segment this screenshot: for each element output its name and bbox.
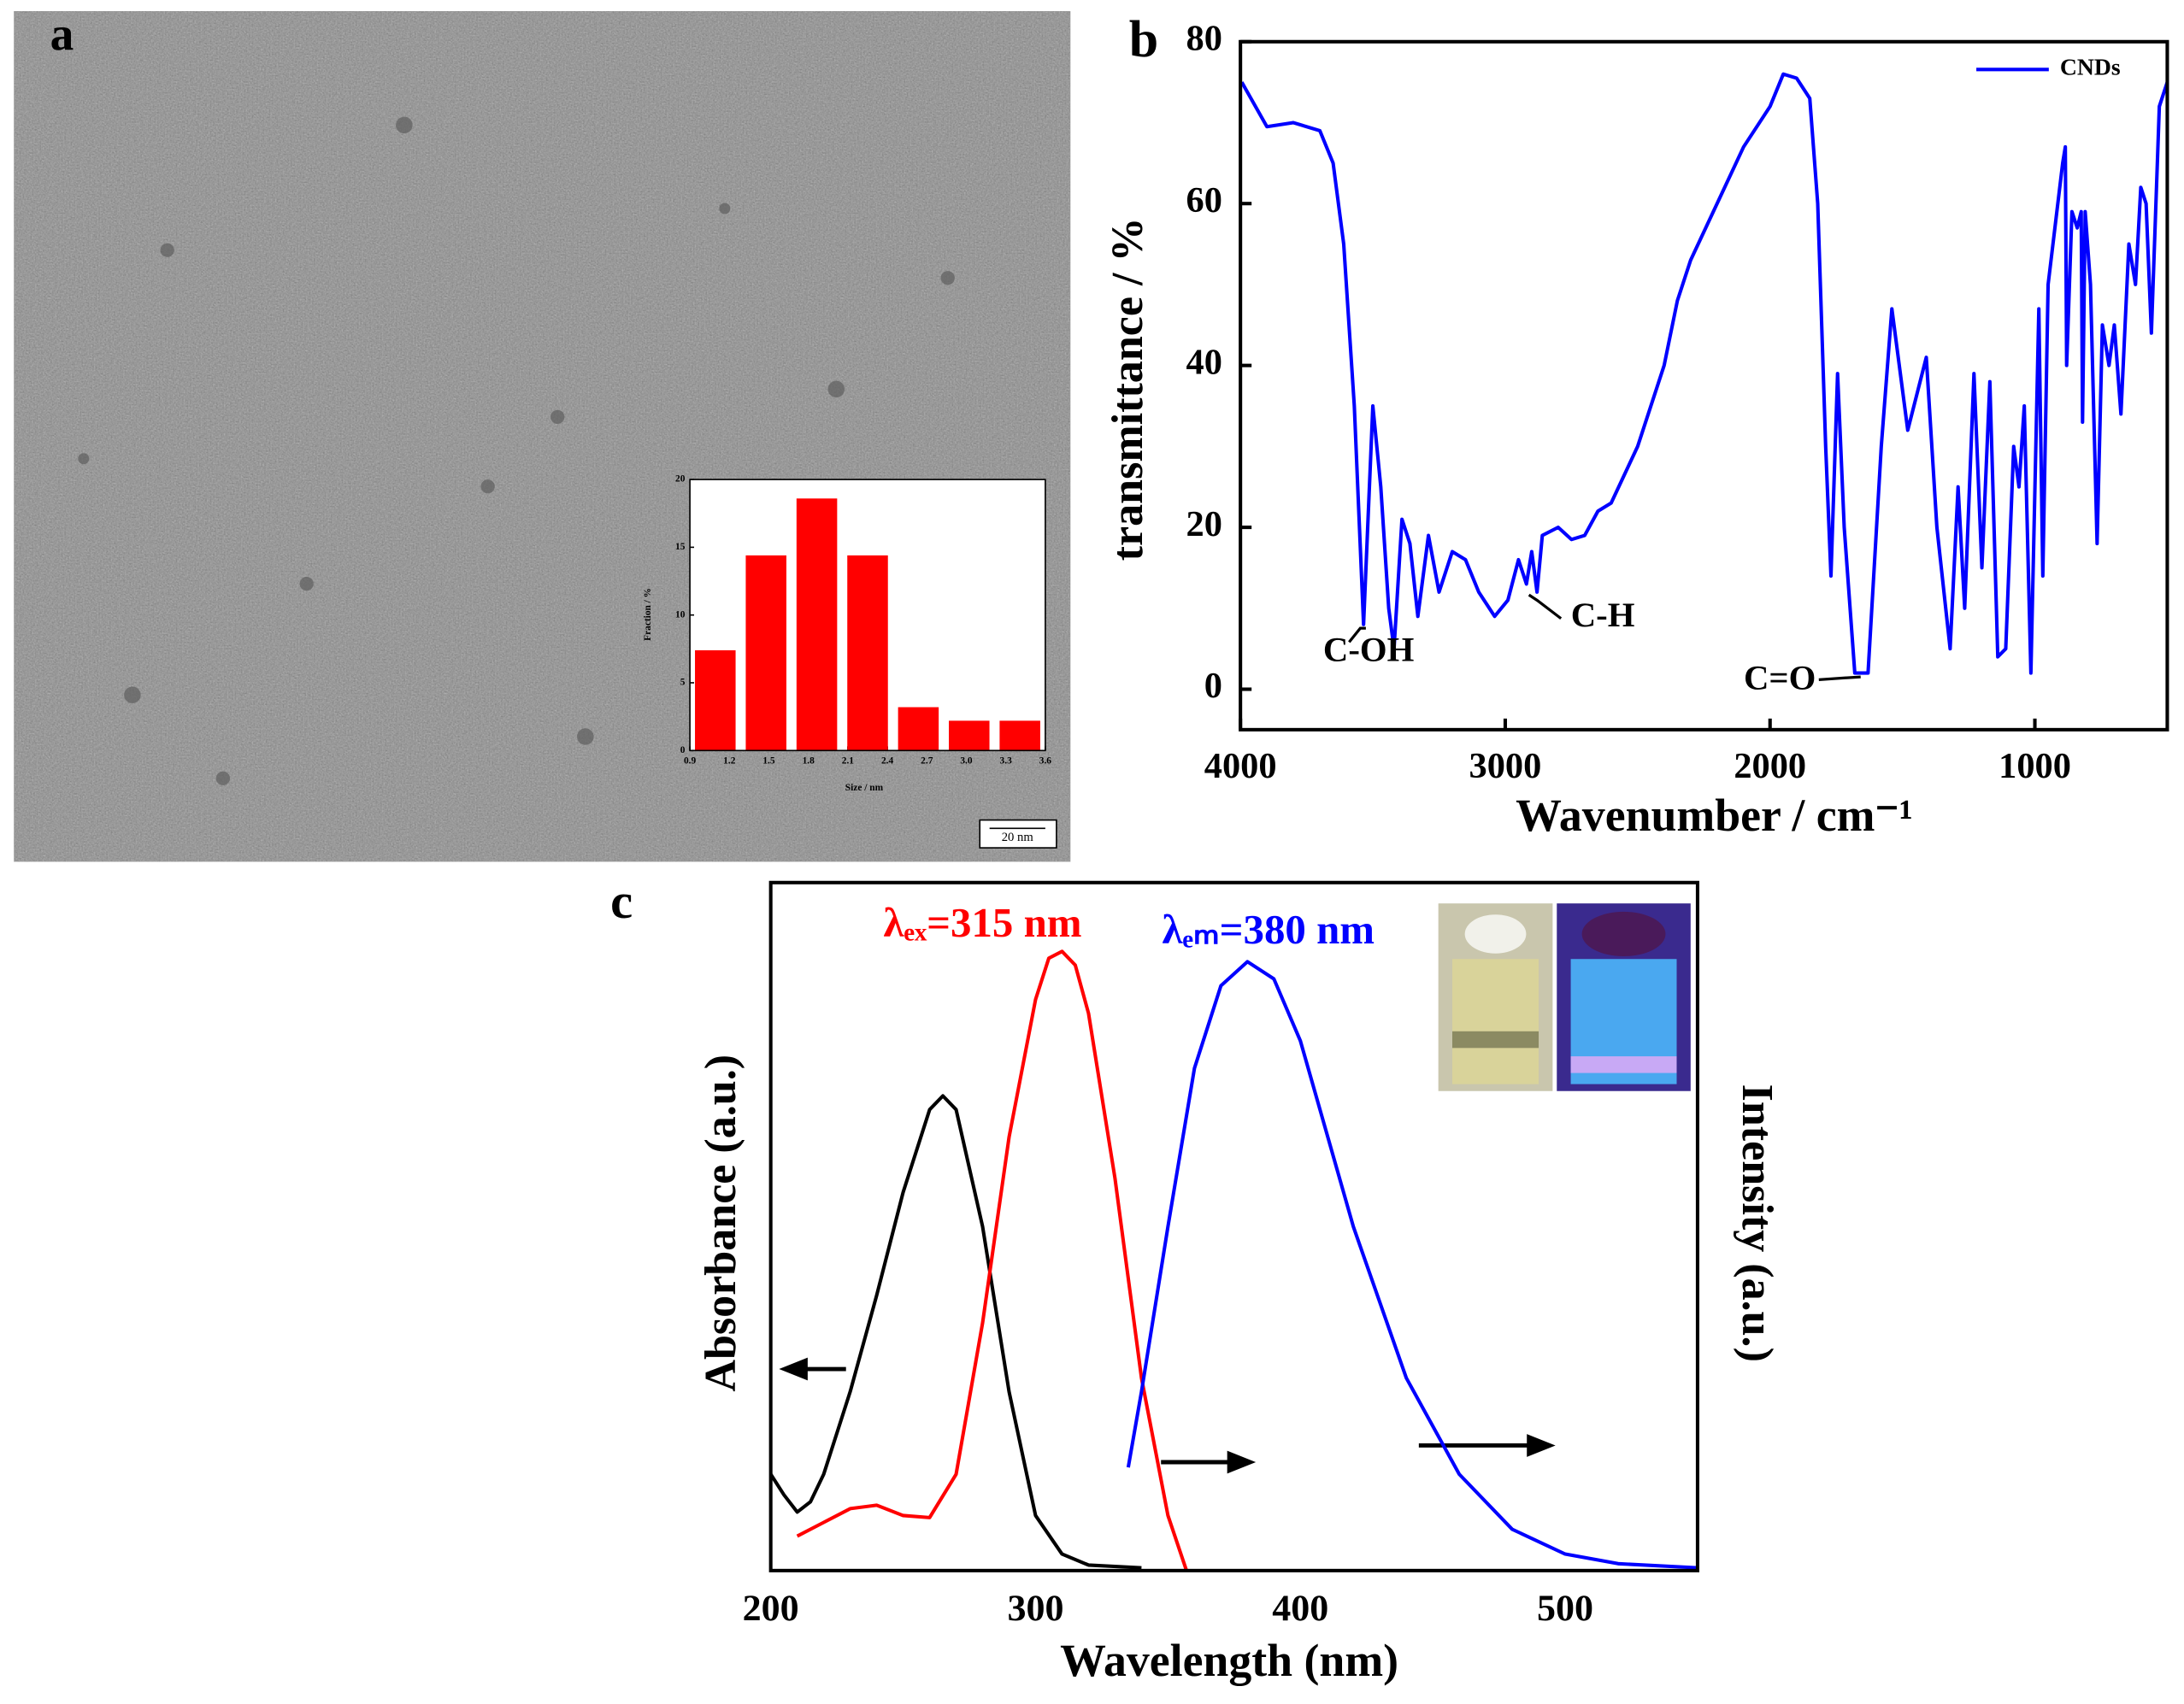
x-axis-label: Wavelength (nm) [1060,1635,1398,1686]
x-tick-label: 3.6 [1039,755,1052,766]
y-tick-label: 5 [680,678,686,688]
data-line [796,949,1188,1572]
y-axis-label: transmittance / % [1104,217,1152,561]
annotation: λₑₓ=315 nm [883,899,1081,946]
x-tick-label: 0.9 [684,755,697,766]
annotation: λₑₘ=380 nm [1162,906,1375,953]
tem-image [14,11,1071,862]
x-tick-label: 1000 [1999,746,2071,786]
x-tick-label: 1.8 [803,755,815,766]
x-tick-label: 400 [1272,1587,1328,1629]
y-tick-label: 20 [1186,504,1222,544]
data-line [1239,72,2169,675]
x-tick-label: 3000 [1469,746,1542,786]
x-tick-label: 3.3 [1000,755,1013,766]
x-tick-label: 2.7 [921,755,933,766]
y-axis-label: Fraction / % [643,588,653,641]
y-tick-label: 20 [675,474,686,485]
y-tick-label: 15 [675,542,686,552]
scale-bar-label: 20 nm [1002,831,1034,844]
x-axis-label: Size / nm [845,783,884,793]
annotation-leaders [1348,593,1861,681]
plot-frame [768,880,1699,1572]
x-tick-label: 300 [1007,1587,1063,1629]
x-tick-label: 2000 [1734,746,1806,786]
x-tick-label: 4000 [1204,746,1277,786]
y-tick-label: 0 [680,745,686,755]
x-tick-label: 1.2 [723,755,736,766]
x-tick-label: 3.0 [960,755,973,766]
y-tick-label: 0 [1204,666,1222,706]
bar [847,555,888,751]
panel-label: a [50,8,74,60]
x-tick-label: 200 [743,1587,799,1629]
bar [796,498,838,751]
x-tick-label: 1.5 [762,755,775,766]
annotation: C-OH [1323,631,1414,669]
direction-arrows [779,1357,1556,1474]
bar [949,720,990,751]
panel-label: b [1129,10,1158,68]
annotation: C=O [1744,658,1816,696]
y2-axis-label: Intensity (a.u.) [1733,1084,1781,1362]
y-tick-label: 40 [1186,342,1222,382]
legend-label: CNDs [2060,54,2121,80]
bar [898,707,939,751]
plot-frame [689,479,1046,752]
y-tick-label: 60 [1186,180,1222,220]
annotation: C-H [1571,596,1635,634]
y-tick-label: 80 [1186,19,1222,59]
x-axis-label: Wavenumber / cm⁻¹ [1516,790,1913,841]
x-tick-label: 2.1 [842,755,855,766]
data-line [768,1094,1142,1570]
plot-frame [1239,39,2169,732]
x-tick-label: 500 [1537,1587,1593,1629]
x-tick-label: 2.4 [881,755,894,766]
panel-label: c [610,873,633,929]
data-line [1126,960,1698,1570]
cuvette-photo [1438,903,1691,1091]
bar [695,649,736,751]
y-tick-label: 10 [675,609,686,620]
y-axis-label: Absorbance (a.u.) [697,1055,745,1392]
bar [745,555,786,751]
bar [999,720,1040,751]
